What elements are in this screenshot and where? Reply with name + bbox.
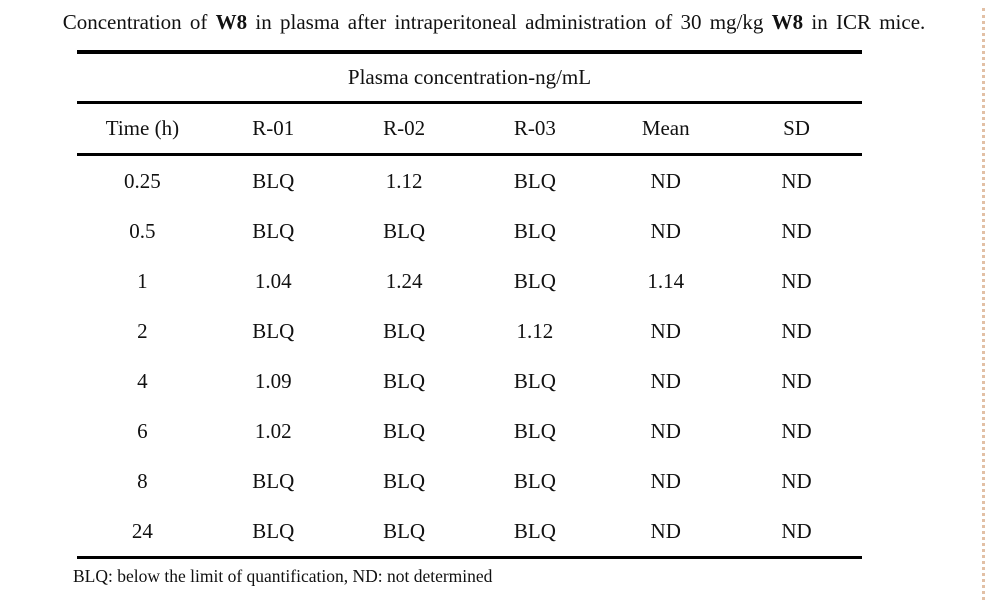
footnote: BLQ: below the limit of quantification, …: [73, 566, 493, 586]
table-cell: BLQ: [383, 218, 426, 243]
table-cell: 1.14: [647, 268, 685, 293]
table-row: 1 1.04 1.24 BLQ 1.14 ND: [77, 256, 862, 306]
table-cell: BLQ: [252, 318, 295, 343]
column-header: R-03: [513, 116, 556, 140]
table-cell: ND: [781, 218, 812, 243]
table-cell: BLQ: [513, 268, 556, 293]
table-cell: 1.12: [516, 318, 554, 343]
table-cell: BLQ: [383, 318, 426, 343]
table-row: 6 1.02 BLQ BLQ ND ND: [77, 406, 862, 456]
group-header-rule: [77, 101, 862, 104]
table-cell: BLQ: [513, 218, 556, 243]
column-header: SD: [783, 116, 810, 140]
table-cell: ND: [781, 468, 812, 493]
table-cell: 0.5: [129, 218, 156, 243]
table-cell: 6: [137, 418, 148, 443]
table-cell: ND: [781, 518, 812, 543]
caption-text: Concentration of: [62, 10, 216, 34]
table-cell: ND: [650, 368, 681, 393]
table-row: 0.5 BLQ BLQ BLQ ND ND: [77, 206, 862, 256]
column-header: Mean: [641, 116, 690, 140]
table-cell: 1.24: [385, 268, 423, 293]
table-cell: 1.02: [254, 418, 292, 443]
table-row: 8 BLQ BLQ BLQ ND ND: [77, 456, 862, 506]
table-cell: ND: [650, 318, 681, 343]
table-cell: BLQ: [383, 368, 426, 393]
table-caption: Concentration of W8 in plasma after intr…: [4, 8, 984, 36]
table-row: 0.25 BLQ 1.12 BLQ ND ND: [77, 156, 862, 206]
table-cell: BLQ: [513, 418, 556, 443]
table-cell: BLQ: [513, 468, 556, 493]
compound-name: W8: [215, 10, 248, 34]
data-table: Plasma concentration-ng/mL Time (h) R-01 R…: [73, 50, 862, 587]
table-cell: BLQ: [513, 368, 556, 393]
table-cell: BLQ: [513, 168, 556, 193]
table-cell: 1.12: [385, 168, 423, 193]
table-cell: 8: [137, 468, 148, 493]
column-header: R-01: [252, 116, 295, 140]
table-cell: ND: [781, 318, 812, 343]
table-body: 0.25 BLQ 1.12 BLQ ND ND 0.5 BLQ BLQ BLQ ND ND 1 1.04 1…: [77, 156, 862, 556]
table-cell: BLQ: [513, 518, 556, 543]
table-cell: 1.09: [254, 368, 292, 393]
table-cell: BLQ: [383, 418, 426, 443]
table-cell: ND: [781, 268, 812, 293]
table-cell: 2: [137, 318, 148, 343]
table-cell: BLQ: [252, 168, 295, 193]
table-cell: ND: [650, 518, 681, 543]
table-cell: BLQ: [252, 518, 295, 543]
table-cell: BLQ: [252, 468, 295, 493]
table-cell: BLQ: [252, 218, 295, 243]
table-row: 4 1.09 BLQ BLQ ND ND: [77, 356, 862, 406]
table-cell: ND: [781, 418, 812, 443]
table-cell: ND: [781, 168, 812, 193]
caption-text: in plasma after intraperitoneal administ…: [247, 10, 772, 34]
table-cell: ND: [650, 468, 681, 493]
table-cell: BLQ: [383, 518, 426, 543]
group-header: Plasma concentration-ng/mL: [347, 65, 592, 89]
header-rule: [77, 153, 862, 156]
header-row: Time (h) R-01 R-02 R-03 Mean SD: [77, 104, 862, 153]
column-header: Time (h): [105, 116, 180, 140]
table-cell: ND: [781, 368, 812, 393]
page-edge-marks: [982, 8, 985, 600]
table-cell: ND: [650, 168, 681, 193]
table-cell: 1: [137, 268, 148, 293]
caption-text: in ICR mice.: [803, 10, 926, 34]
table-cell: 4: [137, 368, 148, 393]
table-cell: ND: [650, 418, 681, 443]
table-cell: ND: [650, 218, 681, 243]
page: Concentration of W8 in plasma after intr…: [0, 8, 988, 600]
table-cell: 0.25: [124, 168, 161, 193]
column-header: R-02: [383, 116, 426, 140]
bottom-rule: [77, 556, 862, 559]
compound-name: W8: [771, 10, 804, 34]
table-row: 2 BLQ BLQ 1.12 ND ND: [77, 306, 862, 356]
table-row: 24 BLQ BLQ BLQ ND ND: [77, 506, 862, 556]
table-cell: 24: [131, 518, 153, 543]
top-rule: [77, 50, 862, 54]
table-cell: 1.04: [254, 268, 292, 293]
table-cell: BLQ: [383, 468, 426, 493]
